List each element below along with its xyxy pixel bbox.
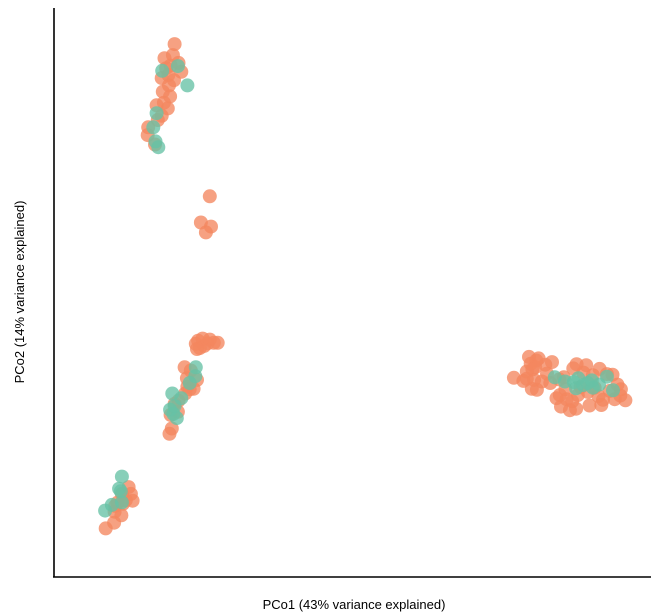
x-axis-label: PCo1 (43% variance explained) [263, 597, 446, 612]
data-point-s1-3 [149, 106, 164, 121]
data-point-s0-103 [569, 401, 584, 416]
data-point-s0-21 [202, 189, 217, 204]
data-point-s0-33 [195, 331, 210, 346]
data-point-s0-109 [594, 398, 609, 412]
data-point-s0-32 [190, 342, 204, 356]
data-point-s1-11 [165, 386, 180, 401]
data-point-s1-14 [169, 411, 184, 426]
data-point-s1-16 [114, 469, 129, 484]
data-point-s0-76 [529, 382, 544, 397]
data-point-s0-48 [162, 426, 177, 441]
data-point-s1-32 [557, 374, 572, 389]
points-layer [98, 37, 633, 536]
data-point-s1-2 [155, 63, 170, 78]
y-axis-label: PCo2 (14% variance explained) [12, 201, 27, 384]
data-point-s1-31 [606, 383, 620, 398]
data-point-s0-34 [210, 335, 225, 350]
data-point-s0-0 [167, 37, 182, 52]
data-point-s1-21 [114, 495, 129, 510]
data-point-s1-4 [146, 120, 161, 135]
data-point-s0-91 [618, 393, 633, 408]
data-point-s1-6 [151, 140, 166, 155]
data-point-s1-30 [599, 369, 614, 384]
data-point-s0-107 [554, 399, 568, 414]
data-point-s0-60 [98, 521, 113, 536]
data-point-s1-33 [584, 373, 599, 388]
data-point-s1-0 [170, 59, 185, 74]
data-point-s0-24 [198, 225, 213, 240]
data-point-s1-15 [167, 399, 182, 413]
data-point-s0-108 [582, 398, 597, 413]
data-point-s1-9 [182, 376, 197, 390]
data-point-s1-20 [98, 503, 113, 518]
data-point-s1-1 [180, 78, 195, 93]
data-point-s1-18 [113, 484, 128, 499]
data-point-s0-78 [545, 355, 559, 370]
